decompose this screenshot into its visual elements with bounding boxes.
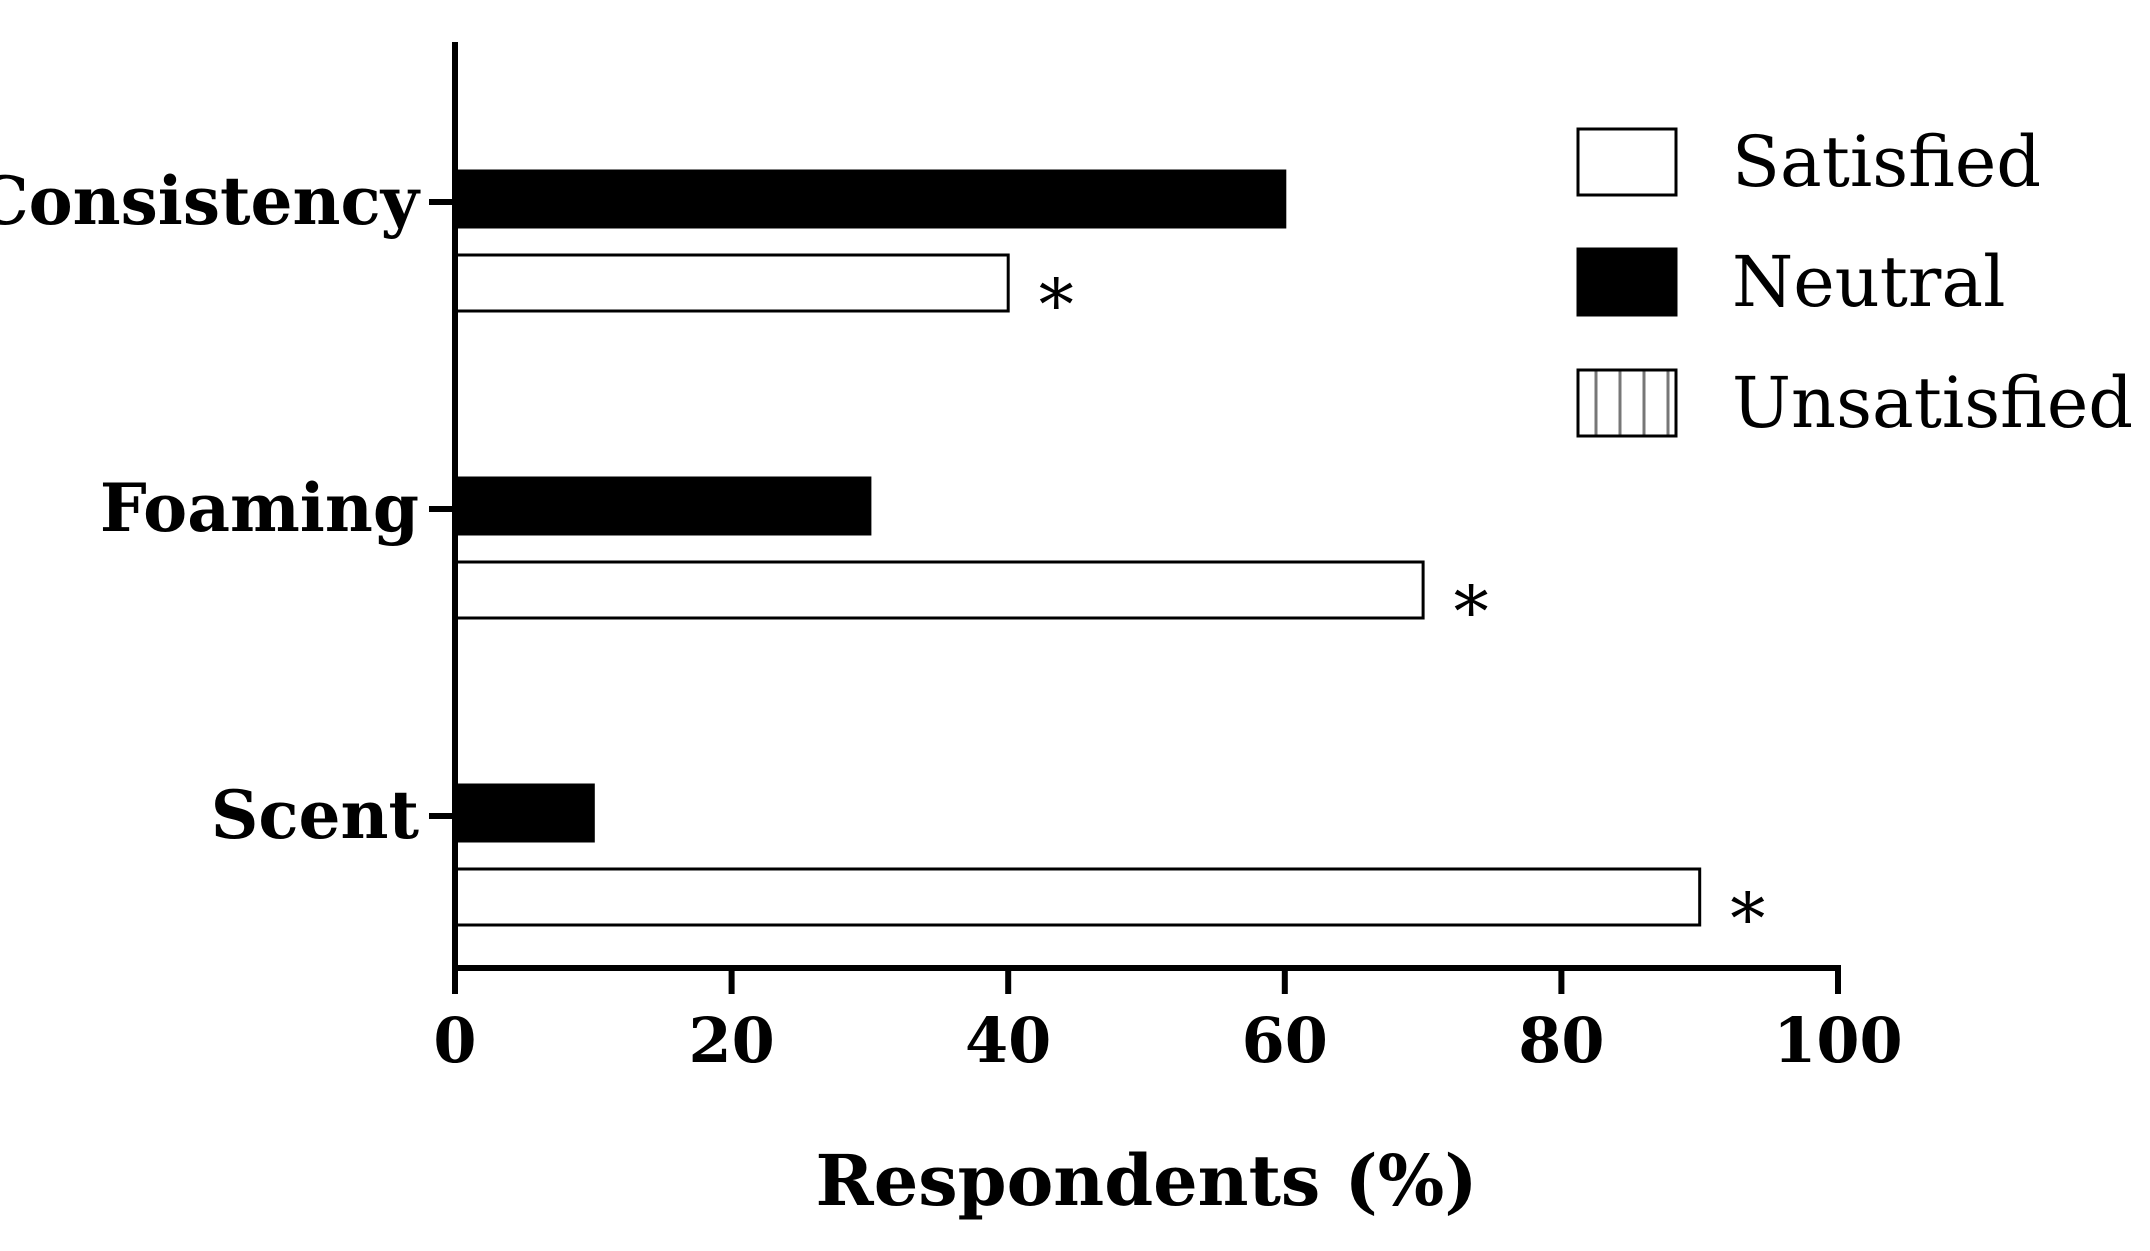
- legend-label-unsatisfied: Unsatisfied: [1732, 362, 2133, 444]
- legend-swatch-satisfied: [1576, 127, 1678, 197]
- legend-label-satisfied: Satisfied: [1732, 121, 2041, 203]
- labels-layer: Consistency Foaming Scent * * * 0 20 40 60 80 100: [0, 162, 1903, 1077]
- bar-satisfied-consistency: [453, 253, 1010, 313]
- legend: Satisfied Neutral Unsatisfied: [1576, 121, 2133, 444]
- x-tick-label-60: 60: [1242, 1004, 1328, 1077]
- x-tick-label-20: 20: [688, 1004, 774, 1077]
- y-tick-label-scent: Scent: [211, 776, 420, 854]
- bar-neutral-foaming: [453, 476, 872, 536]
- legend-swatch-neutral: [1576, 247, 1678, 317]
- x-axis-title: Respondents (%): [816, 1139, 1478, 1222]
- y-tick-label-foaming: Foaming: [100, 469, 419, 547]
- x-tick-label-80: 80: [1518, 1004, 1604, 1077]
- significance-annotation-scent: *: [1730, 878, 1765, 960]
- legend-label-neutral: Neutral: [1732, 241, 2005, 323]
- bars-layer: [453, 169, 1702, 927]
- x-tick-label-100: 100: [1773, 1004, 1902, 1077]
- y-tick-label-consistency: Consistency: [0, 162, 421, 240]
- significance-annotation-consistency: *: [1039, 264, 1074, 346]
- significance-annotation-foaming: *: [1454, 571, 1489, 653]
- x-tick-label-40: 40: [965, 1004, 1051, 1077]
- bar-neutral-scent: [453, 783, 595, 843]
- bar-neutral-consistency: [453, 169, 1287, 229]
- ticks-layer: [429, 199, 1841, 994]
- bar-satisfied-scent: [453, 867, 1702, 927]
- x-tick-label-0: 0: [433, 1004, 476, 1077]
- bar-satisfied-foaming: [453, 560, 1425, 620]
- legend-swatch-unsatisfied: [1576, 368, 1678, 438]
